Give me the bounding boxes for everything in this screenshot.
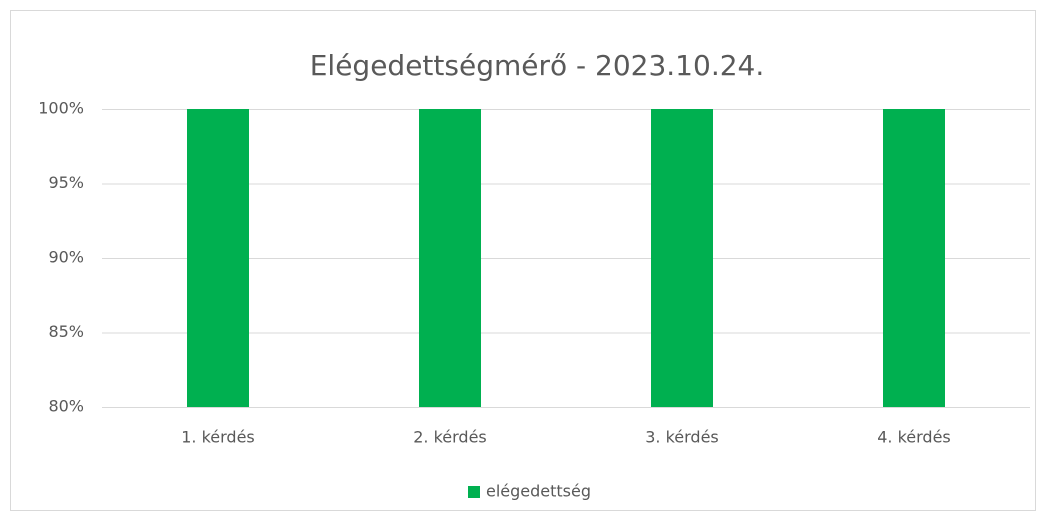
x-tick-label: 2. kérdés [413,428,487,447]
y-tick-label: 80% [48,397,84,416]
bar [187,109,249,407]
y-tick-label: 90% [48,248,84,267]
legend-label: elégedettség [486,482,591,501]
legend-swatch [468,486,480,498]
chart-border [10,10,1036,511]
bar [883,109,945,407]
x-tick-label: 4. kérdés [877,428,951,447]
y-tick-label: 85% [48,322,84,341]
x-tick-label: 3. kérdés [645,428,719,447]
x-tick-label: 1. kérdés [181,428,255,447]
y-tick-label: 100% [38,99,84,118]
bar [419,109,481,407]
chart-title: Elégedettségmérő - 2023.10.24. [310,49,765,82]
y-tick-label: 95% [48,173,84,192]
bar [651,109,713,407]
